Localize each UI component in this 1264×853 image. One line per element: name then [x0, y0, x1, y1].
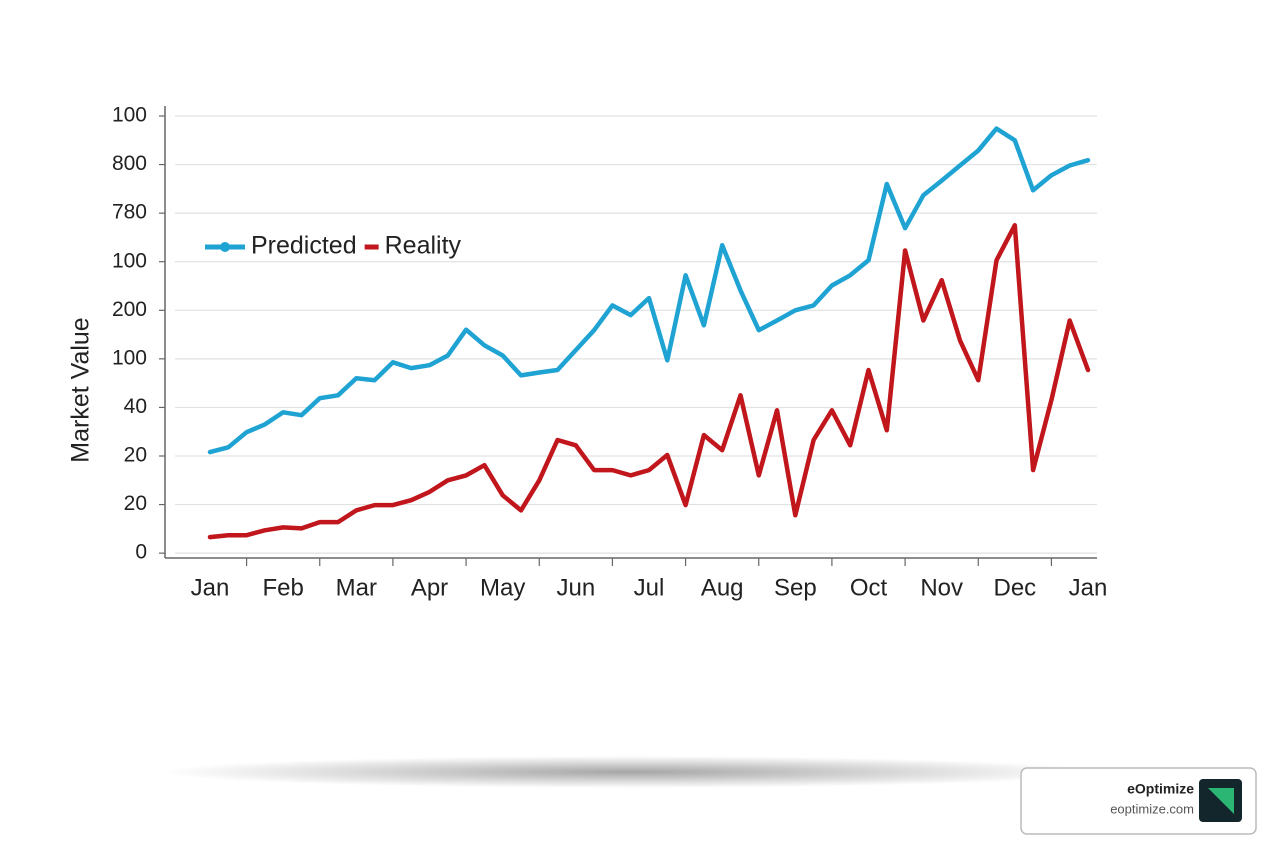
x-tick-label: Nov — [920, 574, 963, 601]
series-line — [207, 126, 1091, 455]
x-tick-label: Mar — [336, 574, 377, 601]
legend-label: Predicted — [251, 232, 357, 260]
y-tick-label: 800 — [112, 152, 147, 175]
y-tick-label: 100 — [112, 104, 147, 127]
y-tick-label: 20 — [124, 492, 147, 515]
watermark: eOptimize eoptimize.com — [1020, 767, 1257, 835]
logo-mark — [1208, 788, 1234, 814]
x-tick-label: Jan — [1069, 574, 1108, 601]
shadow — [160, 756, 1100, 788]
x-tick-label: Oct — [850, 574, 888, 601]
series-line — [207, 223, 1091, 540]
y-tick-label: 20 — [124, 444, 147, 467]
y-tick-label: 200 — [112, 298, 147, 321]
x-tick-label: Aug — [701, 574, 744, 601]
watermark-url: eoptimize.com — [1110, 801, 1194, 816]
y-axis-label: Market Value — [67, 317, 95, 462]
x-tick-label: Sep — [774, 574, 817, 601]
x-tick-label: Dec — [993, 574, 1036, 601]
watermark-box — [1020, 767, 1257, 835]
x-tick-label: Jan — [191, 574, 230, 601]
x-tick-label: Feb — [262, 574, 303, 601]
x-tick-label: Jul — [634, 574, 665, 601]
legend-label: Reality — [385, 232, 462, 260]
x-tick-label: May — [480, 574, 525, 601]
watermark-name: eOptimize — [1127, 781, 1194, 797]
y-tick-label: 780 — [112, 201, 147, 224]
y-tick-label: 100 — [112, 346, 147, 369]
x-tick-label: Apr — [411, 574, 448, 601]
y-tick-label: 100 — [112, 249, 147, 272]
y-tick-label: 40 — [124, 395, 147, 418]
legend-marker — [220, 242, 230, 252]
x-tick-label: Jun — [556, 574, 595, 601]
y-tick-label: 0 — [135, 541, 147, 564]
